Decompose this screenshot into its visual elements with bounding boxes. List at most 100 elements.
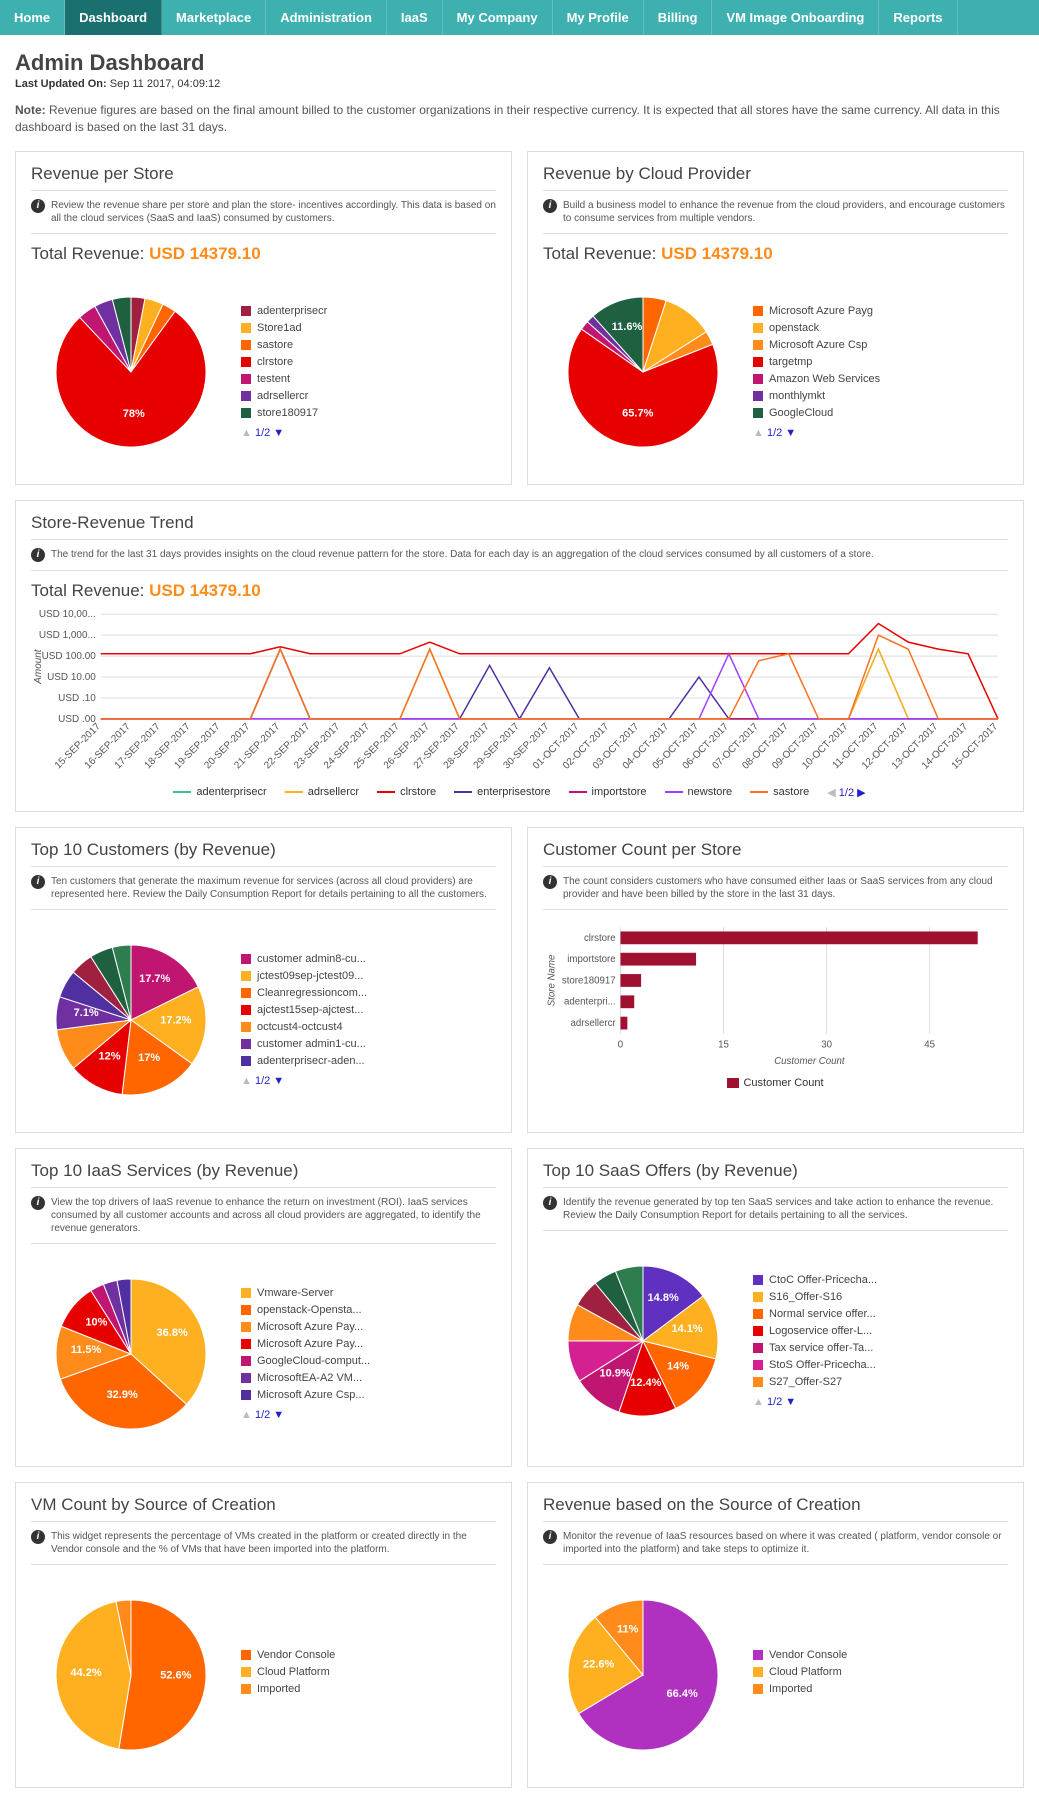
svg-text:17%: 17%: [138, 1052, 160, 1064]
pie-chart: 36.8%32.9%11.5%10%: [31, 1254, 231, 1454]
nav-iaas[interactable]: IaaS: [387, 0, 443, 35]
navbar: HomeDashboardMarketplaceAdministrationIa…: [0, 0, 1039, 35]
pager[interactable]: ▲ 1/2 ▼: [753, 1396, 1008, 1408]
legend-item: Tax service offer-Ta...: [753, 1342, 1008, 1354]
nav-billing[interactable]: Billing: [644, 0, 713, 35]
legend-item: sastore: [241, 339, 496, 351]
legend: adenterprisecrStore1adsastoreclrstoretes…: [241, 305, 496, 439]
legend-item: adenterprisecr: [173, 786, 266, 799]
legend-item: openstack: [753, 322, 1008, 334]
svg-text:Customer Count: Customer Count: [774, 1055, 846, 1066]
panel-revenue-per-store: Revenue per Store iReview the revenue sh…: [15, 151, 512, 485]
panel-title: Top 10 IaaS Services (by Revenue): [31, 1161, 496, 1188]
nav-my-company[interactable]: My Company: [443, 0, 553, 35]
info-icon: i: [543, 1530, 557, 1544]
nav-dashboard[interactable]: Dashboard: [65, 0, 162, 35]
line-chart: USD 10,00...USD 1,000...USD 100.00USD 10…: [31, 609, 1008, 779]
svg-text:USD 10.00: USD 10.00: [47, 672, 96, 683]
panel-revenue-by-cloud: Revenue by Cloud Provider iBuild a busin…: [527, 151, 1024, 485]
legend-item: adrsellercr: [241, 390, 496, 402]
legend: Vendor ConsoleCloud PlatformImported: [241, 1649, 496, 1700]
legend: Vmware-Serveropenstack-Opensta...Microso…: [241, 1287, 496, 1421]
legend-item: Microsoft Azure Payg: [753, 305, 1008, 317]
panel-top-saas: Top 10 SaaS Offers (by Revenue) iIdentif…: [527, 1148, 1024, 1467]
legend-item: Cloud Platform: [241, 1666, 496, 1678]
panel-title: Revenue based on the Source of Creation: [543, 1495, 1008, 1522]
pie-chart: 52.6%44.2%: [31, 1575, 231, 1775]
pie-chart: 14.8%14.1%14%12.4%10.9%: [543, 1241, 743, 1441]
panel-title: Revenue by Cloud Provider: [543, 164, 1008, 191]
pager[interactable]: ▲ 1/2 ▼: [241, 1075, 496, 1087]
info-icon: i: [31, 548, 45, 562]
legend-item: clrstore: [377, 786, 436, 799]
info-icon: i: [543, 1196, 557, 1210]
svg-text:45: 45: [924, 1039, 935, 1050]
svg-text:clrstore: clrstore: [584, 932, 616, 943]
legend: Microsoft Azure Payg openstack Microsoft A…: [753, 305, 1008, 439]
svg-text:11.5%: 11.5%: [71, 1344, 102, 1356]
info-icon: i: [31, 199, 45, 213]
svg-text:11.6%: 11.6%: [612, 321, 643, 333]
panel-top-customers: Top 10 Customers (by Revenue) iTen custo…: [15, 827, 512, 1133]
page-title: Admin Dashboard: [15, 50, 1024, 76]
svg-text:52.6%: 52.6%: [160, 1669, 191, 1681]
svg-text:78%: 78%: [123, 408, 145, 420]
legend-item: MicrosoftEA-A2 VM...: [241, 1372, 496, 1384]
svg-text:10.9%: 10.9%: [600, 1367, 631, 1379]
legend-item: StoS Offer-Pricecha...: [753, 1359, 1008, 1371]
legend: customer admin8-cu...jctest09sep-jctest0…: [241, 953, 496, 1087]
legend-item: GoogleCloud-comput...: [241, 1355, 496, 1367]
svg-text:14.8%: 14.8%: [648, 1291, 679, 1303]
svg-text:30: 30: [821, 1039, 832, 1050]
pager[interactable]: ◀ 1/2 ▶: [827, 786, 865, 799]
nav-marketplace[interactable]: Marketplace: [162, 0, 266, 35]
svg-text:22.6%: 22.6%: [583, 1658, 614, 1670]
pie-chart: 66.4%22.6%11%: [543, 1575, 743, 1775]
legend-item: Microsoft Azure Pay...: [241, 1338, 496, 1350]
pager[interactable]: ▲ 1/2 ▼: [241, 427, 496, 439]
pie-chart: 65.7%11.6%: [543, 272, 743, 472]
legend-item: Microsoft Azure Csp: [753, 339, 1008, 351]
legend: Vendor ConsoleCloud PlatformImported: [753, 1649, 1008, 1700]
legend-item: adenterprisecr: [241, 305, 496, 317]
legend-item: Vendor Console: [241, 1649, 496, 1661]
legend-item: Vmware-Server: [241, 1287, 496, 1299]
svg-text:USD 10,00...: USD 10,00...: [39, 609, 96, 620]
svg-text:12%: 12%: [99, 1050, 121, 1062]
svg-text:15: 15: [718, 1039, 729, 1050]
pager[interactable]: ▲ 1/2 ▼: [241, 1409, 496, 1421]
legend-item: targetmp: [753, 356, 1008, 368]
info-icon: i: [543, 199, 557, 213]
total-revenue: Total Revenue: USD 14379.10: [31, 581, 1008, 601]
info-icon: i: [543, 875, 557, 889]
legend-item: Normal service offer...: [753, 1308, 1008, 1320]
nav-my-profile[interactable]: My Profile: [553, 0, 644, 35]
legend-item: GoogleCloud: [753, 407, 1008, 419]
legend-item: Microsoft Azure Csp...: [241, 1389, 496, 1401]
legend-item: CtoC Offer-Pricecha...: [753, 1274, 1008, 1286]
legend-item: S27_Offer-S27: [753, 1376, 1008, 1388]
legend-item: Cleanregressioncom...: [241, 987, 496, 999]
svg-text:adrsellercr: adrsellercr: [571, 1018, 617, 1029]
nav-vm-image-onboarding[interactable]: VM Image Onboarding: [712, 0, 879, 35]
legend: CtoC Offer-Pricecha...S16_Offer-S16Norma…: [753, 1274, 1008, 1408]
legend-item: sastore: [750, 786, 809, 799]
panel-title: Top 10 SaaS Offers (by Revenue): [543, 1161, 1008, 1188]
legend-item: adrsellercr: [285, 786, 359, 799]
svg-text:17.2%: 17.2%: [160, 1014, 191, 1026]
nav-administration[interactable]: Administration: [266, 0, 387, 35]
bar-chart: 0153045Customer CountStore Nameclrstorei…: [543, 920, 1008, 1070]
svg-text:USD 100.00: USD 100.00: [42, 651, 97, 662]
legend-item: store180917: [241, 407, 496, 419]
pager[interactable]: ▲ 1/2 ▼: [753, 427, 1008, 439]
legend-item: testent: [241, 373, 496, 385]
legend-item: Vendor Console: [753, 1649, 1008, 1661]
nav-reports[interactable]: Reports: [879, 0, 957, 35]
svg-text:Amount: Amount: [33, 648, 44, 685]
legend-item: Cloud Platform: [753, 1666, 1008, 1678]
nav-home[interactable]: Home: [0, 0, 65, 35]
legend-item: clrstore: [241, 356, 496, 368]
legend-item: jctest09sep-jctest09...: [241, 970, 496, 982]
svg-text:USD .10: USD .10: [58, 693, 96, 704]
total-revenue: Total Revenue: USD 14379.10: [543, 244, 1008, 264]
